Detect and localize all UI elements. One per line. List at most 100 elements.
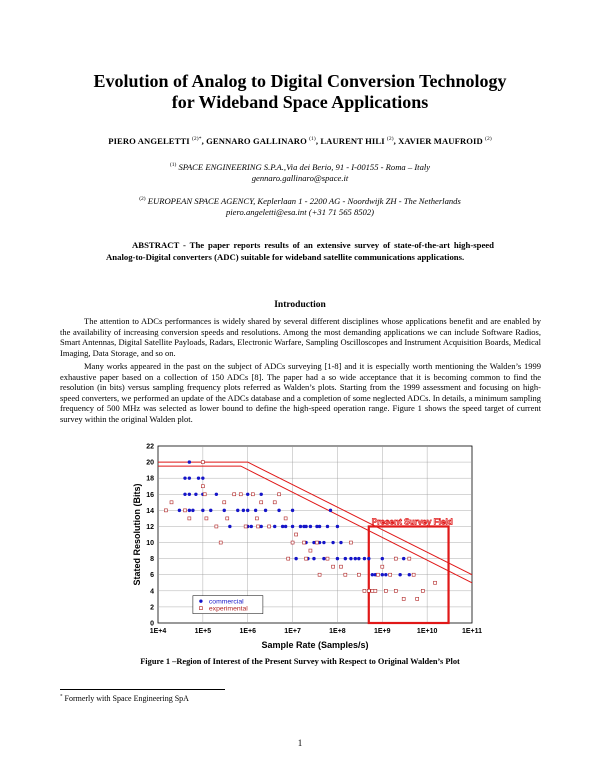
experimental-data-point [315,540,319,545]
y-tick-label: 4 [150,588,154,595]
experimental-data-point [286,556,291,561]
commercial-data-point [362,556,367,561]
commercial-data-point [283,524,288,529]
y-tick-label: 6 [150,572,154,579]
title-line-2: for Wideband Space Applications [171,92,429,112]
experimental-data-point [308,548,313,553]
experimental-data-point [238,492,243,497]
x-tick-label: 1E+10 [417,628,438,635]
x-tick-label: 1E+11 [462,628,482,635]
y-tick-label: 20 [146,460,154,467]
experimental-data-point [331,564,335,569]
experimental-data-point [214,524,219,529]
experimental-data-point [187,516,192,521]
commercial-data-point [187,476,192,480]
commercial-data-point [183,492,187,496]
experimental-data-point [277,492,281,497]
author-2: GENNARO GALLINARO (1) [206,136,316,146]
commercial-data-point [187,508,192,513]
experimental-data-point [339,564,343,569]
experimental-data-point [251,492,255,497]
page-number: 1 [297,738,303,748]
commercial-data-point [259,492,263,496]
commercial-data-point [246,508,250,513]
experimental-data-point [204,516,209,521]
commercial-data-point [196,476,201,480]
commercial-data-point [357,556,361,561]
commercial-data-point [407,573,411,577]
commercial-data-point [241,508,246,513]
experimental-data-point [256,524,260,529]
y-axis-label: Stated Resolution (Bits) [132,483,142,585]
commercial-data-point [322,540,326,545]
y-tick-label: 2 [150,604,154,611]
affiliation-1: (1) SPACE ENGINEERING S.P.A.,Via dei Ber… [169,161,431,184]
commercial-data-point [214,492,219,496]
commercial-data-point [228,524,232,529]
experimental-data-point [411,572,416,577]
author-4: XAVIER MAUFROID (2) [398,136,492,146]
title-line-1: Evolution of Analog to Digital Conversio… [93,71,507,91]
paragraph-2: Many works appeared in the past on the s… [60,361,541,424]
author-list: PIERO ANGELETTI (2)*, GENNARO GALLINARO … [108,136,492,146]
commercial-data-point [187,492,192,496]
experimental-data-point [325,556,330,561]
experimental-data-point [420,589,425,593]
y-tick-label: 16 [146,492,154,499]
x-tick-label: 1E+8 [329,628,346,635]
experimental-data-point [302,540,306,545]
commercial-data-point [273,524,277,529]
commercial-data-point [236,508,240,513]
walden-plot-figure: 0 2 4 6 8 10 12 14 16 18 20 22 1E+4 1E+5 1E+6 1E+7 1E+8 1… [132,444,482,651]
commercial-data-point [201,508,205,513]
experimental-data-point [370,589,375,593]
commercial-data-point [353,556,357,561]
commercial-data-point [349,556,353,561]
experimental-data-point [380,564,385,569]
commercial-data-point [177,508,182,513]
commercial-data-point [312,540,316,545]
commercial-data-point [308,524,313,529]
commercial-data-point [367,556,371,561]
abstract: ABSTRACT - The paper reports results of … [106,240,494,262]
experimental-data-point [384,589,388,593]
commercial-data-point [191,508,195,513]
commercial-data-point [298,524,303,529]
experimental-data-point [357,572,361,577]
experimental-data-point [290,540,295,545]
commercial-data-point [315,524,319,529]
experimental-data-point [202,492,207,497]
author-3: LAURENT HILI (2) [320,136,394,146]
commercial-data-point [201,476,205,480]
experimental-data-point [373,589,378,593]
footnote: * Formerly with Space Engineering SpA [60,694,189,703]
commercial-data-point [253,508,258,513]
experimental-data-point [415,597,419,601]
commercial-data-point [263,508,268,513]
experimental-data-point [255,516,259,521]
commercial-data-point [294,556,298,561]
x-axis-label: Sample Rate (Samples/s) [261,640,368,650]
commercial-data-point [290,524,295,529]
x-tick-label: 1E+4 [150,628,167,635]
y-tick-label: 0 [150,621,154,628]
y-tick-label: 14 [146,508,154,515]
section-heading: Introduction [274,300,326,310]
commercial-data-point [187,460,192,464]
experimental-data-point [393,589,398,593]
experimental-data-point [366,589,371,593]
commercial-data-point [370,573,375,577]
experimental-data-point [225,516,230,521]
chart-legend [192,595,264,614]
commercial-data-point [384,573,388,577]
experimental-data-point [218,540,223,545]
experimental-data-point [164,508,168,513]
legend-marker-experimental [199,606,203,610]
experimental-data-point [201,484,205,489]
commercial-data-point [380,573,384,577]
experimental-data-point [222,500,227,505]
experimental-data-point [343,572,348,577]
experimental-data-point [407,556,412,561]
paper-title: Evolution of Analog to Digital Conversio… [60,71,540,113]
y-tick-label: 22 [146,444,154,451]
